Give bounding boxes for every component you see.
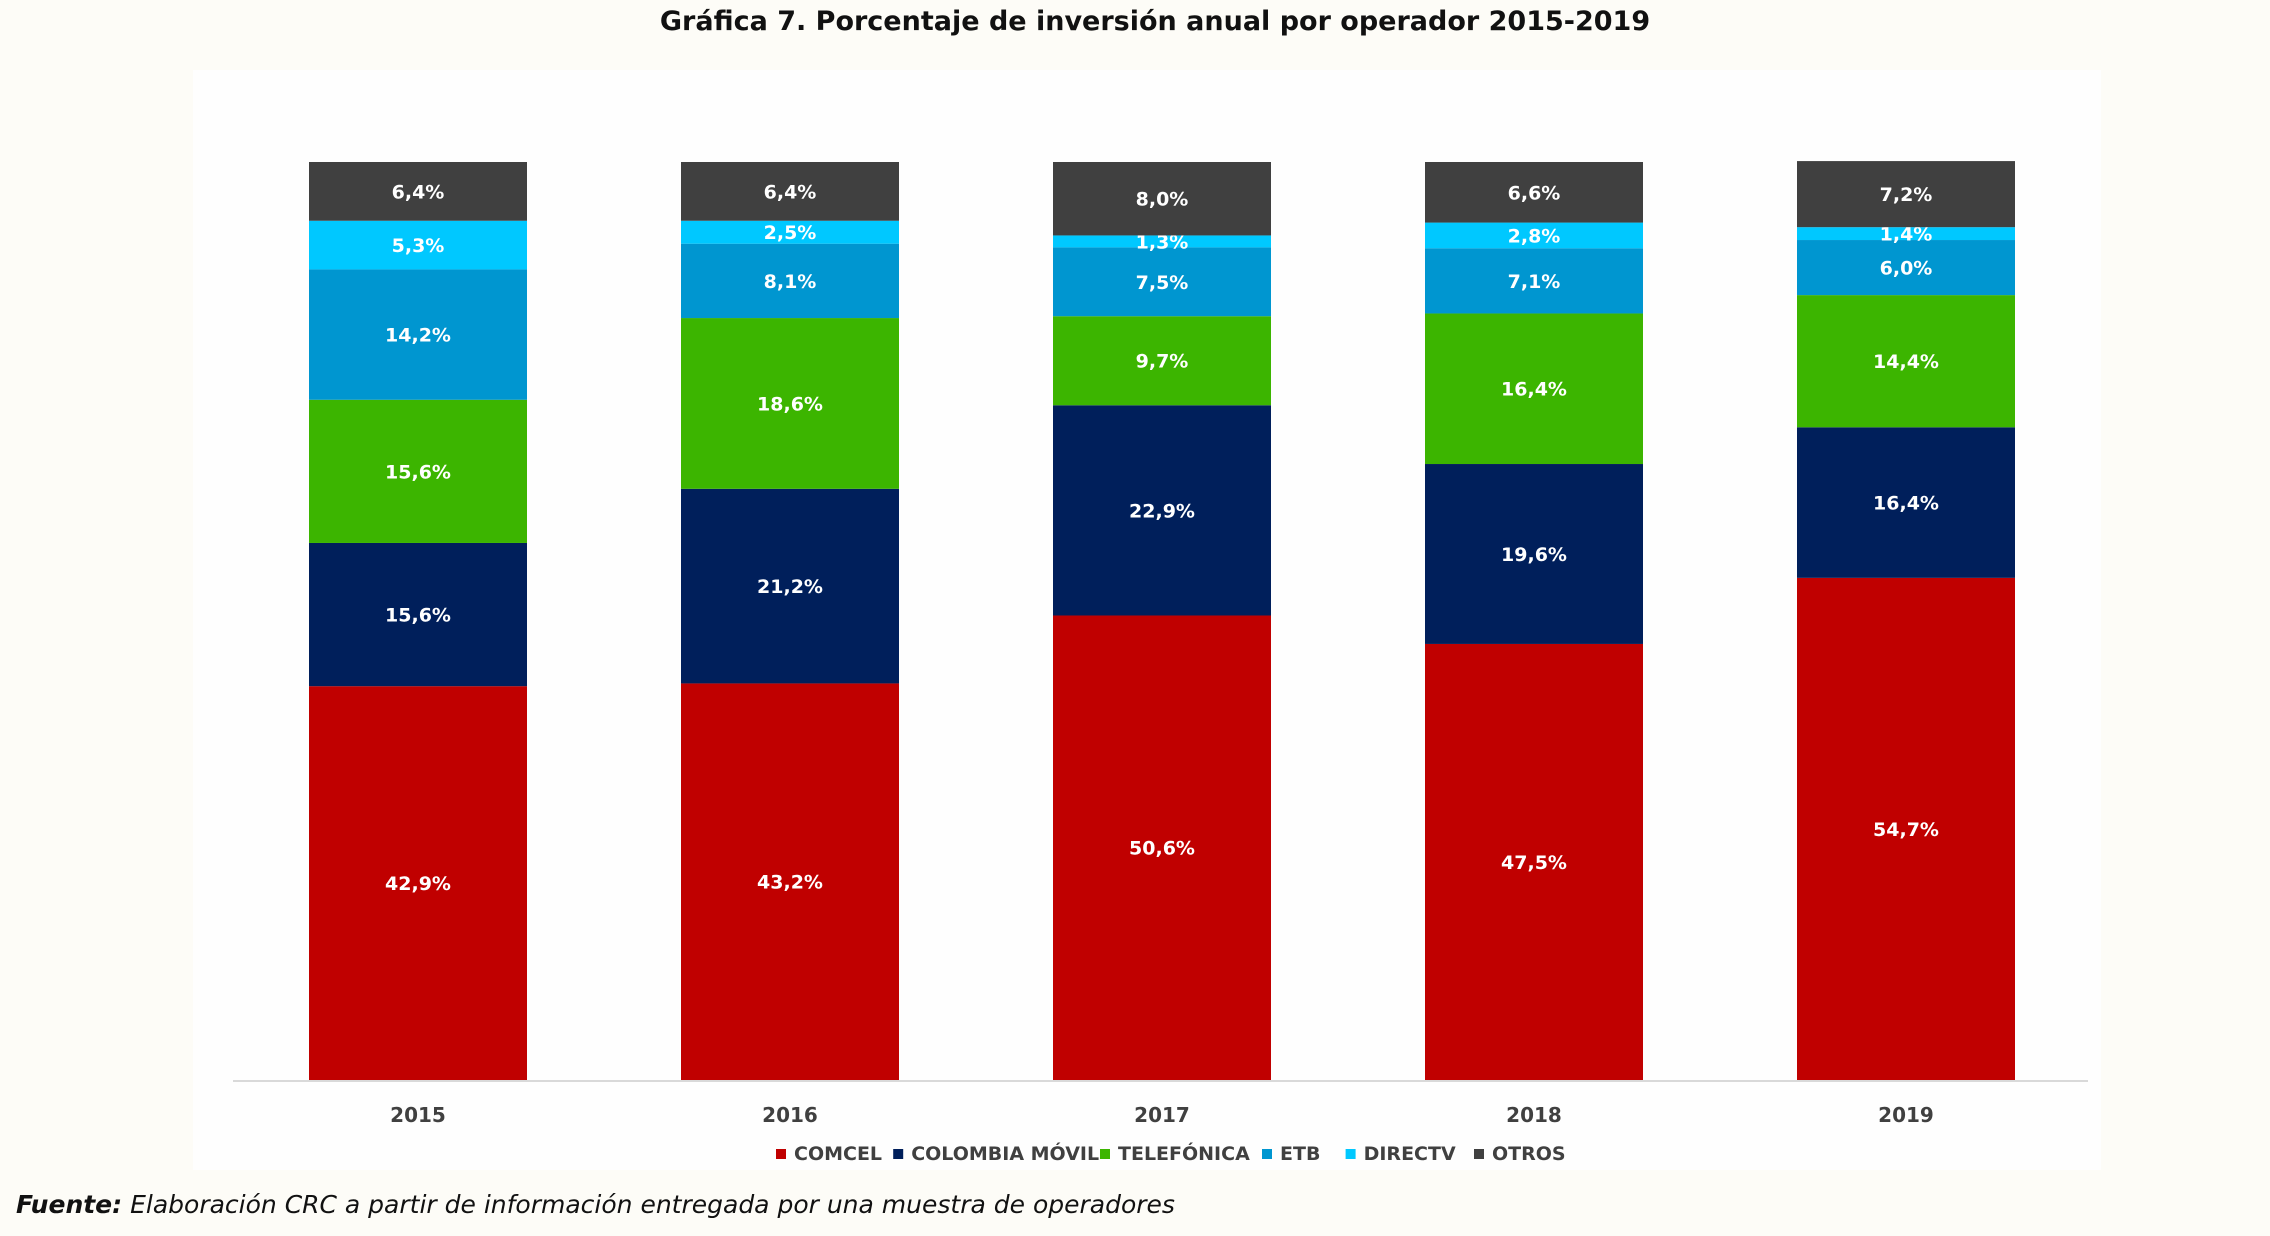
x-tick-label: 2015: [390, 1103, 446, 1127]
legend-swatch: [1262, 1149, 1272, 1159]
bar-segment: [309, 542, 527, 687]
bar-segment: [1797, 227, 2015, 241]
source-label: Fuente:: [16, 1190, 123, 1219]
bar-segment: [1425, 313, 1643, 465]
legend-label: ETB: [1280, 1143, 1320, 1165]
data-label: 50,6%: [1129, 838, 1195, 860]
bar-segment: [1425, 643, 1643, 1080]
bar-segment: [681, 318, 899, 489]
bar-segment: [1053, 162, 1271, 236]
data-label: 47,5%: [1501, 852, 1567, 874]
data-label: 21,2%: [757, 576, 823, 598]
data-label: 9,7%: [1136, 351, 1189, 373]
legend-label: DIRECTV: [1364, 1143, 1456, 1165]
bar-segment: [681, 243, 899, 319]
bar-segment: [1053, 405, 1271, 616]
legend-label: COLOMBIA MÓVIL: [911, 1141, 1099, 1165]
data-label: 2,8%: [1508, 225, 1561, 247]
data-label: 7,2%: [1880, 184, 1933, 206]
bar-segment: [1797, 161, 2015, 228]
data-label: 15,6%: [385, 605, 451, 627]
legend-item: OTROS: [1474, 1143, 1566, 1165]
legend-item: COMCEL: [776, 1143, 882, 1165]
bar-segment: [1425, 248, 1643, 314]
legend-swatch: [1100, 1149, 1110, 1159]
data-label: 22,9%: [1129, 500, 1195, 522]
bar-segment: [1425, 222, 1643, 249]
bar-segment: [309, 399, 527, 543]
bar-segment: [309, 269, 527, 400]
bar-segment: [681, 162, 899, 221]
x-tick-label: 2016: [762, 1103, 818, 1127]
bar-segment: [1053, 316, 1271, 406]
legend-swatch: [1474, 1149, 1484, 1159]
source-note: Fuente: Elaboración CRC a partir de info…: [16, 1190, 1175, 1219]
x-tick-label: 2019: [1878, 1103, 1934, 1127]
legend-item: COLOMBIA MÓVIL: [893, 1141, 1099, 1165]
legend-label: OTROS: [1492, 1143, 1566, 1165]
bar-segment: [681, 220, 899, 244]
data-label: 1,3%: [1136, 231, 1189, 253]
legend-label: COMCEL: [794, 1143, 882, 1165]
bar-segment: [1797, 240, 2015, 296]
data-label: 7,1%: [1508, 271, 1561, 293]
legend-item: ETB: [1262, 1143, 1320, 1165]
x-tick-label: 2017: [1134, 1103, 1190, 1127]
bar-segment: [1053, 615, 1271, 1080]
chart-title: Gráfica 7. Porcentaje de inversión anual…: [659, 6, 1651, 37]
data-label: 19,6%: [1501, 544, 1567, 566]
bar-segment: [309, 220, 527, 270]
bar-segment: [1797, 295, 2015, 428]
data-label: 42,9%: [385, 873, 451, 895]
data-label: 18,6%: [757, 393, 823, 415]
legend-swatch: [893, 1149, 904, 1159]
chart-panel: 42,9% 15,6% 15,6% 14,2% 5,3% 6,4% 2015 43,2% 21,…: [193, 70, 2101, 1170]
legend-item: TELEFÓNICA: [1100, 1141, 1250, 1165]
legend-swatch: [776, 1149, 786, 1159]
bar-segment: [1797, 427, 2015, 578]
data-label: 6,0%: [1880, 258, 1933, 280]
data-label: 6,4%: [764, 181, 817, 203]
data-label: 2,5%: [764, 222, 817, 244]
data-label: 5,3%: [392, 235, 445, 257]
stacked-bar-chart: 42,9% 15,6% 15,6% 14,2% 5,3% 6,4% 2015 43,2% 21,…: [233, 161, 2088, 1165]
data-label: 14,2%: [385, 325, 451, 347]
x-tick-label: 2018: [1506, 1103, 1562, 1127]
legend-item: DIRECTV: [1345, 1143, 1456, 1165]
legend-label: TELEFÓNICA: [1118, 1141, 1250, 1165]
bar-segment: [1053, 247, 1271, 317]
bar-segment: [309, 162, 527, 221]
bar-segment: [681, 683, 899, 1080]
bar-segment: [1425, 162, 1643, 223]
bar-segment: [681, 488, 899, 684]
data-label: 54,7%: [1873, 819, 1939, 841]
legend-swatch: [1345, 1149, 1356, 1159]
source-text: Elaboración CRC a partir de información …: [122, 1190, 1175, 1219]
bar-segment: [309, 686, 527, 1080]
data-label: 16,4%: [1873, 493, 1939, 515]
data-label: 1,4%: [1880, 224, 1933, 246]
bar-segment: [1425, 464, 1643, 644]
data-label: 6,4%: [392, 181, 445, 203]
data-label: 43,2%: [757, 872, 823, 894]
data-label: 8,0%: [1136, 189, 1189, 211]
data-label: 8,1%: [764, 271, 817, 293]
data-label: 15,6%: [385, 461, 451, 483]
bar-segment: [1797, 577, 2015, 1080]
data-label: 16,4%: [1501, 379, 1567, 401]
data-label: 14,4%: [1873, 351, 1939, 373]
data-label: 7,5%: [1136, 272, 1189, 294]
bar-segment: [1053, 235, 1271, 248]
data-label: 6,6%: [1508, 182, 1561, 204]
